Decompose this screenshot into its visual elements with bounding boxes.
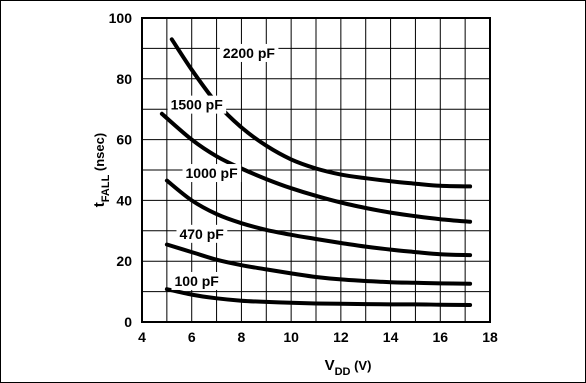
y-tick-label: 20: [116, 253, 132, 269]
curve-label: 1500 pF: [171, 97, 224, 113]
curve-label-background: [182, 164, 242, 183]
curve-label-background: [219, 43, 279, 62]
curve-labels: 2200 pF 1500 pF 1000 pF 470 pF 100 pF: [167, 43, 279, 290]
x-tick-label: 4: [138, 329, 146, 345]
x-tick-label: 16: [432, 329, 448, 345]
y-axis-title-group: tFALL (nsec): [91, 133, 112, 207]
curve-label: 470 pF: [179, 226, 224, 242]
curve-label: 1000 pF: [186, 165, 239, 181]
plot-border: [141, 17, 491, 323]
tick-labels: 4 6 8 10 12 14 16 18 0 20 40 60 80 100: [109, 10, 498, 345]
series-line: [164, 242, 473, 286]
curve-label-background: [176, 224, 228, 243]
y-tick-label: 60: [116, 132, 132, 148]
y-tick-label: 0: [124, 314, 132, 330]
x-tick-label: 18: [482, 329, 498, 345]
curve-label-background: [167, 95, 227, 114]
y-axis-title: tFALL (nsec): [91, 133, 112, 207]
series-line: [164, 287, 473, 307]
x-tick-label: 12: [333, 329, 349, 345]
curve-label: 2200 pF: [223, 45, 276, 61]
y-tick-label: 100: [109, 10, 133, 26]
x-tick-label: 14: [383, 329, 399, 345]
y-tick-label: 40: [116, 192, 132, 208]
curve-label-background: [171, 271, 223, 290]
x-tick-label: 10: [283, 329, 299, 345]
y-tick-label: 80: [116, 71, 132, 87]
series-line: [164, 178, 473, 258]
x-tick-label: 6: [188, 329, 196, 345]
curve-label: 100 pF: [175, 273, 220, 289]
x-tick-label: 8: [238, 329, 246, 345]
x-axis-title: VDD (V): [325, 357, 372, 378]
series-line: [159, 111, 473, 224]
